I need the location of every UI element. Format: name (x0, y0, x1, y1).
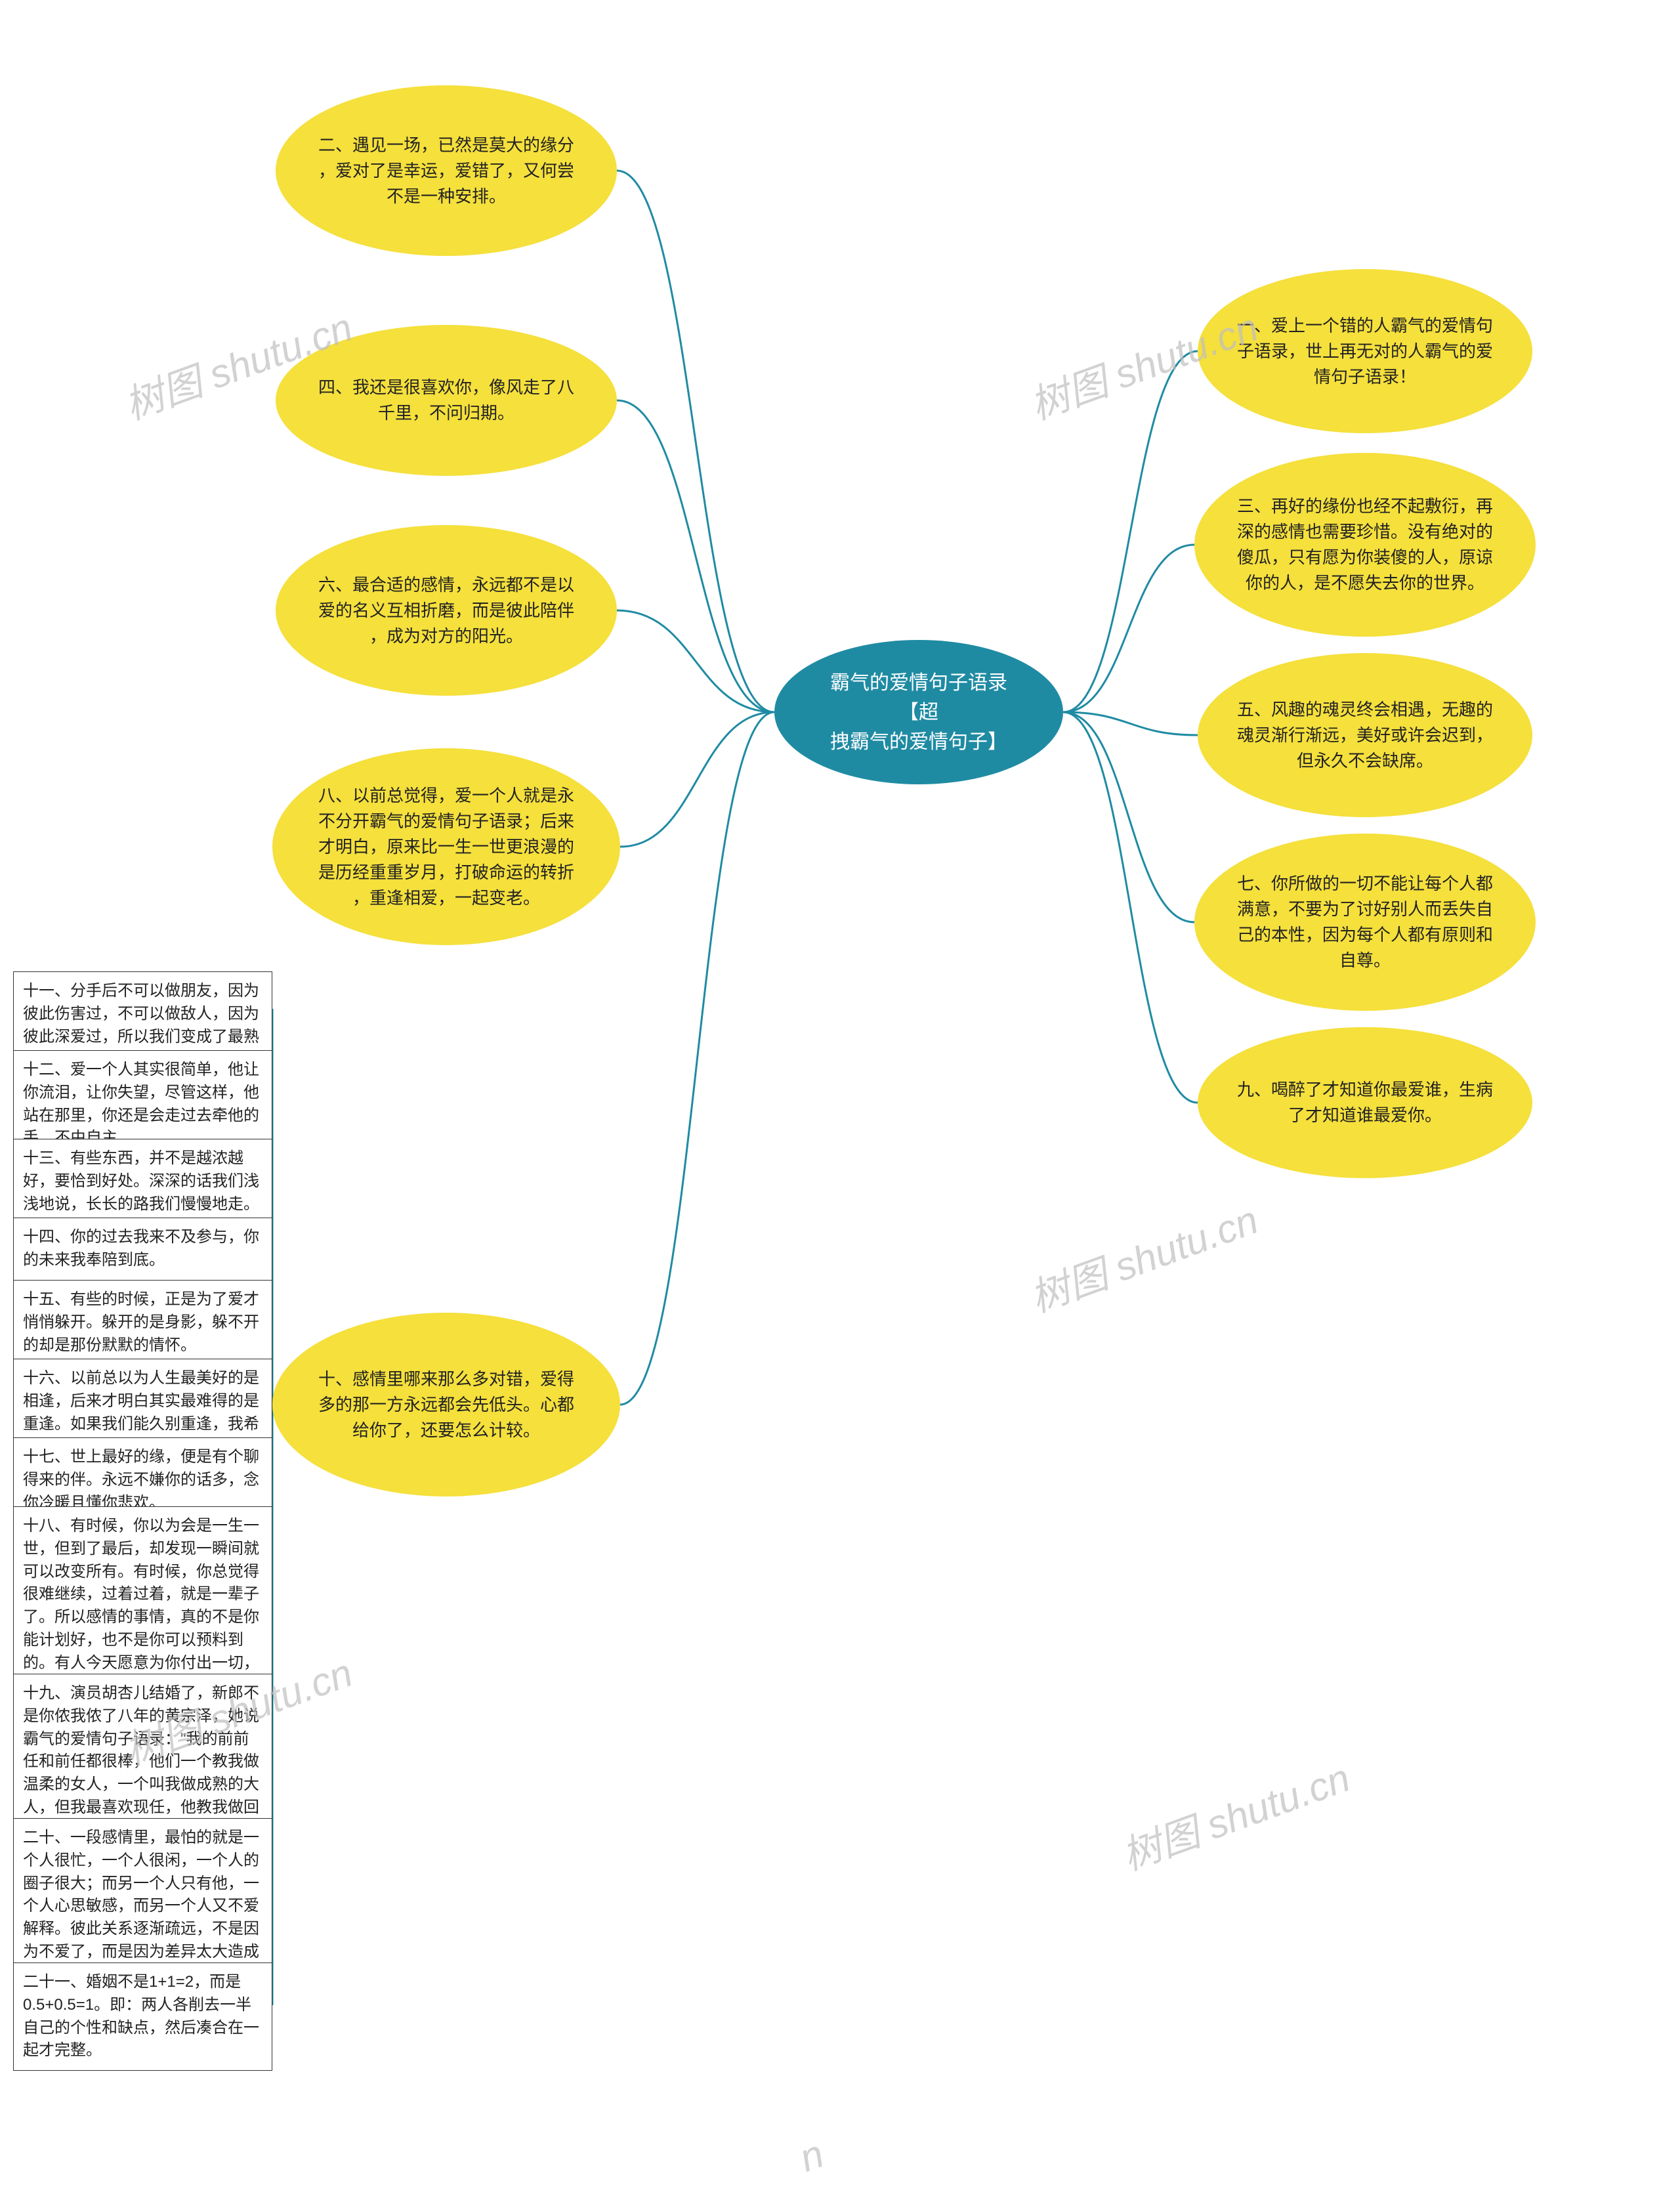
bubble-text: 八、以前总觉得，爱一个人就是永 不分开霸气的爱情句子语录；后来 才明白，原来比一… (318, 783, 574, 911)
watermark-4: 树图 shutu.cn (1113, 1746, 1356, 1881)
center-label: 霸气的爱情句子语录【超 拽霸气的爱情句子】 (814, 668, 1024, 757)
center-node: 霸气的爱情句子语录【超 拽霸气的爱情句子】 (774, 640, 1063, 784)
left-bubble-b4: 四、我还是很喜欢你，像风走了八 千里，不问归期。 (276, 325, 617, 476)
bubble-text: 十、感情里哪来那么多对错，爱得 多的那一方永远都会先低头。心都 给你了，还要怎么… (318, 1367, 574, 1443)
bubble-text: 四、我还是很喜欢你，像风走了八 千里，不问归期。 (318, 375, 574, 426)
left-bubble-b2: 二、遇见一场，已然是莫大的缘分 ，爱对了是幸运，爱错了，又何尝 不是一种安排。 (276, 85, 617, 256)
bubble-text: 九、喝醉了才知道你最爱谁，生病 了才知道谁最爱你。 (1237, 1077, 1493, 1128)
detail-box-x21: 二十一、婚姻不是1+1=2，而是0.5+0.5=1。即：两人各削去一半自己的个性… (13, 1962, 272, 2071)
detail-box-x13: 十三、有些东西，并不是越浓越好，要恰到好处。深深的话我们浅浅地说，长长的路我们慢… (13, 1139, 272, 1224)
right-bubble-b9: 九、喝醉了才知道你最爱谁，生病 了才知道谁最爱你。 (1198, 1027, 1532, 1178)
bubble-text: 六、最合适的感情，永远都不是以 爱的名义互相折磨，而是彼此陪伴 ，成为对方的阳光… (318, 572, 574, 649)
left-bubble-b8: 八、以前总觉得，爱一个人就是永 不分开霸气的爱情句子语录；后来 才明白，原来比一… (272, 748, 620, 945)
left-bubble-b10: 十、感情里哪来那么多对错，爱得 多的那一方永远都会先低头。心都 给你了，还要怎么… (272, 1313, 620, 1496)
watermark-2: 树图 shutu.cn (1021, 1188, 1265, 1323)
right-bubble-b7: 七、你所做的一切不能让每个人都 满意，不要为了讨好别人而丢失自 己的本性，因为每… (1194, 834, 1536, 1011)
detail-box-x14: 十四、你的过去我来不及参与，你的未来我奉陪到底。 (13, 1218, 272, 1281)
bubble-text: 三、再好的缘份也经不起敷衍，再 深的感情也需要珍惜。没有绝对的 傻瓜，只有愿为你… (1237, 494, 1493, 596)
bubble-text: 二、遇见一场，已然是莫大的缘分 ，爱对了是幸运，爱错了，又何尝 不是一种安排。 (318, 133, 574, 209)
bubble-text: 一、爱上一个错的人霸气的爱情句 子语录，世上再无对的人霸气的爱 情句子语录！ (1237, 313, 1493, 390)
right-bubble-b3: 三、再好的缘份也经不起敷衍，再 深的感情也需要珍惜。没有绝对的 傻瓜，只有愿为你… (1194, 453, 1536, 637)
bubble-text: 五、风趣的魂灵终会相遇，无趣的 魂灵渐行渐远，美好或许会迟到， 但永久不会缺席。 (1237, 697, 1493, 774)
detail-box-x15: 十五、有些的时候，正是为了爱才悄悄躲开。躲开的是身影，躲不开的却是那份默默的情怀… (13, 1280, 272, 1365)
left-bubble-b6: 六、最合适的感情，永远都不是以 爱的名义互相折磨，而是彼此陪伴 ，成为对方的阳光… (276, 525, 617, 696)
right-bubble-b5: 五、风趣的魂灵终会相遇，无趣的 魂灵渐行渐远，美好或许会迟到， 但永久不会缺席。 (1198, 653, 1532, 817)
watermark-5: n (793, 2131, 830, 2180)
bubble-text: 七、你所做的一切不能让每个人都 满意，不要为了讨好别人而丢失自 己的本性，因为每… (1237, 871, 1493, 973)
right-bubble-b1: 一、爱上一个错的人霸气的爱情句 子语录，世上再无对的人霸气的爱 情句子语录！ (1198, 269, 1532, 433)
